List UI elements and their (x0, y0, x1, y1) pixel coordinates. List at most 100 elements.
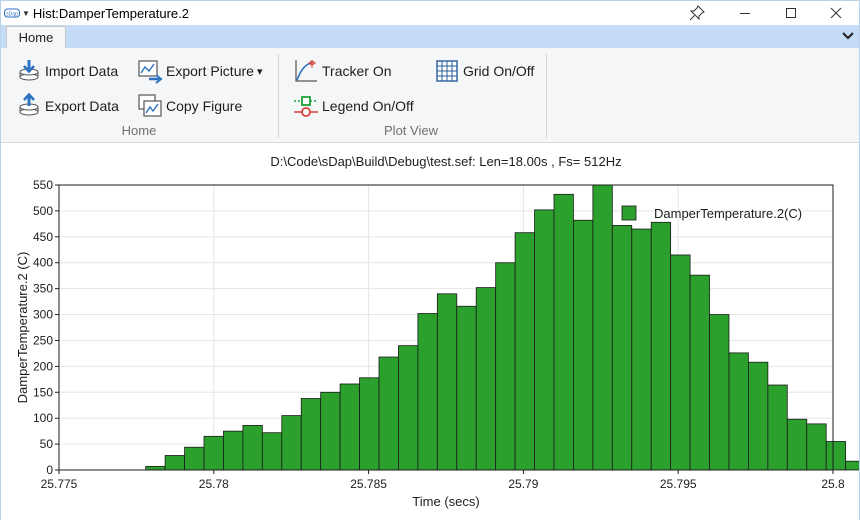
export-picture-dropdown-icon[interactable]: ▾ (256, 65, 263, 78)
histogram-bar (611, 225, 633, 471)
import-data-icon (19, 60, 39, 81)
x-tick-label: 25.8 (821, 477, 845, 491)
import-data-label: Import Data (45, 63, 119, 79)
y-tick-label: 500 (33, 204, 53, 218)
tab-home[interactable]: Home (6, 26, 66, 48)
legend-label: DamperTemperature.2(C) (654, 206, 802, 221)
legend[interactable]: DamperTemperature.2(C) (621, 205, 802, 221)
copy-figure-label: Copy Figure (166, 98, 243, 114)
histogram-bar (475, 287, 497, 471)
histogram-bar (670, 254, 691, 471)
histogram-bar (709, 314, 730, 471)
histogram-bar (456, 305, 477, 471)
copy-figure-icon (138, 94, 162, 117)
x-tick-label: 25.775 (41, 477, 78, 491)
y-tick-label: 450 (33, 230, 53, 244)
export-picture-button[interactable]: Export Picture ▾ (137, 58, 262, 84)
y-axis-label: DamperTemperature.2 (C) (15, 252, 30, 404)
legend-on-off-label: Legend On/Off (322, 98, 414, 114)
histogram-bar (767, 384, 788, 471)
x-axis-label: Time (secs) (412, 494, 479, 509)
chart-title: D:\Code\sDap\Build\Debug\test.sef: Len=1… (270, 154, 621, 169)
pin-button[interactable] (674, 1, 720, 25)
x-tick-label: 25.785 (350, 477, 387, 491)
close-icon (830, 7, 842, 19)
histogram-bar (728, 352, 749, 471)
histogram-bar (514, 232, 535, 471)
histogram-bar (242, 425, 263, 471)
copy-figure-button[interactable]: Copy Figure (137, 93, 242, 119)
histogram-bar (261, 432, 283, 471)
histogram-bar (650, 221, 672, 471)
histogram-bar (806, 423, 827, 471)
histogram-bar (553, 193, 574, 471)
y-tick-label: 400 (33, 256, 53, 270)
histogram-bar (145, 465, 166, 471)
group-label-plot-view: Plot View (384, 123, 438, 138)
close-button[interactable] (813, 1, 859, 25)
legend-icon (294, 96, 318, 117)
y-tick-label: 100 (33, 411, 53, 425)
tracker-icon (295, 60, 317, 82)
ribbon-tab-strip: Home (1, 25, 859, 48)
x-tick-label: 25.78 (199, 477, 229, 491)
histogram-bar (164, 455, 185, 471)
histogram-bar (573, 219, 594, 471)
legend-swatch (621, 205, 637, 221)
histogram-bar (203, 435, 224, 471)
y-tick-label: 50 (40, 437, 54, 451)
export-data-button[interactable]: Export Data (16, 93, 119, 119)
maximize-icon (786, 8, 796, 18)
histogram-bar (398, 345, 419, 471)
histogram-bar (223, 430, 244, 471)
histogram-bar (417, 313, 438, 471)
group-separator (546, 54, 547, 138)
grid-on-off-button[interactable]: Grid On/Off (434, 58, 534, 84)
chevron-down-icon[interactable] (841, 29, 855, 43)
export-data-icon (19, 93, 39, 116)
y-tick-label: 150 (33, 385, 53, 399)
histogram-bar (378, 356, 399, 471)
y-tick-label: 250 (33, 333, 53, 347)
import-data-button[interactable]: Import Data (16, 58, 118, 84)
tracker-on-label: Tracker On (322, 63, 392, 79)
histogram-bar (495, 262, 516, 471)
histogram-bar (300, 398, 322, 471)
ribbon: Import Data Export Data Export Picture ▾ (1, 48, 859, 143)
histogram-bar (436, 293, 458, 471)
x-tick-label: 25.795 (660, 477, 697, 491)
histogram-bar (845, 460, 859, 471)
tracker-on-button[interactable]: Tracker On (293, 58, 392, 84)
histogram-chart[interactable]: 0 50 100 150 200 250 300 350 400 450 500 550 25.775 2… (1, 144, 859, 520)
histogram-bar (689, 274, 710, 471)
histogram-bar (825, 441, 847, 471)
histogram-bar (592, 184, 613, 471)
histogram-bar (786, 418, 808, 471)
chart-area[interactable]: 0 50 100 150 200 250 300 350 400 450 500 550 25.775 2… (1, 144, 859, 520)
export-picture-label: Export Picture (166, 63, 254, 79)
quick-access-dropdown-icon[interactable]: ▼ (22, 8, 30, 18)
minimize-icon (740, 13, 750, 14)
y-tick-label: 300 (33, 308, 53, 322)
histogram-bar (359, 377, 380, 471)
export-picture-icon (138, 60, 163, 84)
grid-icon (436, 60, 458, 82)
y-tick-label: 350 (33, 282, 53, 296)
histogram-bar (184, 446, 205, 471)
y-tick-label: 550 (33, 178, 53, 192)
plot-frame (58, 184, 834, 471)
maximize-button[interactable] (768, 1, 814, 25)
group-separator (278, 54, 279, 138)
svg-text:sDap: sDap (6, 12, 18, 18)
minimize-button[interactable] (722, 1, 768, 25)
y-tick-label: 0 (46, 463, 53, 477)
histogram-bar (534, 209, 555, 471)
legend-on-off-button[interactable]: Legend On/Off (293, 93, 414, 119)
app-icon[interactable]: sDap (4, 7, 20, 19)
pin-icon (689, 5, 705, 21)
window-title: Hist:DamperTemperature.2 (32, 5, 189, 21)
histogram-bar (339, 383, 360, 471)
histogram-bar (748, 361, 769, 471)
group-label-home: Home (121, 123, 157, 138)
histogram-bar (320, 391, 341, 471)
